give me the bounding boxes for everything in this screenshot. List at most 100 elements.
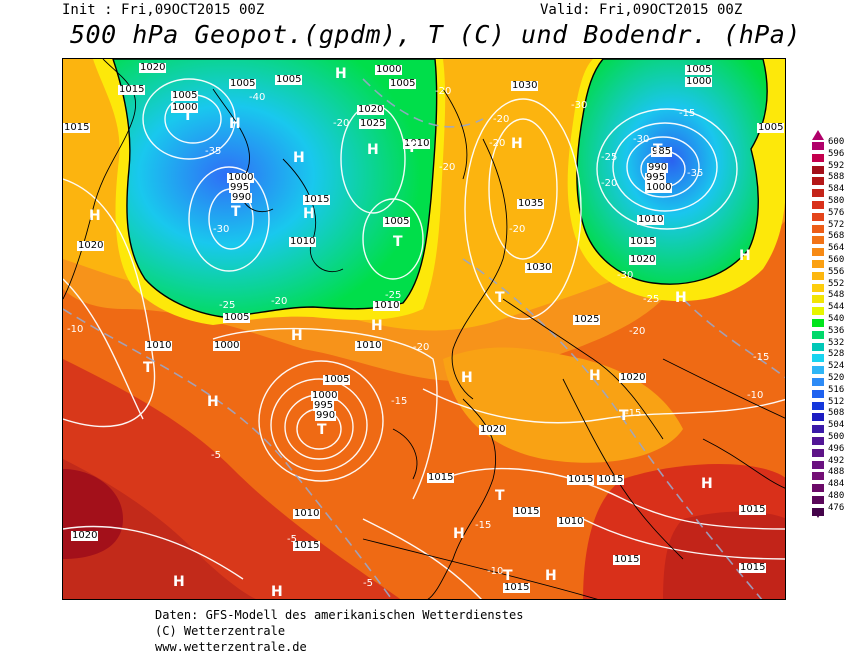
legend-level-label: 556 <box>828 266 845 277</box>
isobar-label: 1015 <box>503 582 531 593</box>
isobar-label: 1005 <box>383 216 411 227</box>
weather-map: 1020 1015 1005 1000 1005 1005 1000 1005 1020 1025… <box>62 58 786 600</box>
low-pressure-marker: T <box>393 234 403 250</box>
legend-swatch <box>812 189 824 198</box>
high-pressure-marker: H <box>173 574 185 590</box>
isotherm-label: -40 <box>249 92 266 103</box>
trough-east <box>576 59 768 285</box>
isotherm-label: -15 <box>625 408 642 419</box>
isobar-label: 1015 <box>118 84 146 95</box>
legend-level-label: 580 <box>828 196 845 206</box>
low-pressure-marker: T <box>495 488 505 504</box>
isobar-label: 995 <box>313 400 335 411</box>
high-pressure-marker: H <box>303 206 315 222</box>
legend-level-label: 492 <box>828 455 845 466</box>
isobar-label: 1015 <box>613 554 641 565</box>
high-pressure-marker: H <box>229 116 241 132</box>
isotherm-label: -35 <box>205 146 222 157</box>
field-south-east-inner <box>663 511 785 599</box>
high-pressure-marker: H <box>371 318 383 334</box>
legend-level-label: 476 <box>828 502 845 513</box>
isobar-label: 1000 <box>171 102 199 113</box>
legend-swatch <box>812 201 824 209</box>
legend-level-label: 524 <box>828 361 845 372</box>
isobar-label: 1010 <box>355 340 383 351</box>
isobar-label: 1015 <box>513 506 541 517</box>
isotherm-label: -5 <box>211 450 221 461</box>
legend-swatch <box>812 283 824 292</box>
isotherm-label: -20 <box>435 86 452 97</box>
isobar-label: 1010 <box>145 340 173 351</box>
isobar-label: 1020 <box>77 240 105 251</box>
high-pressure-marker: H <box>589 368 601 384</box>
isobar-label: 1005 <box>685 64 713 75</box>
isotherm-label: -10 <box>67 324 84 335</box>
isobar-label: 1000 <box>645 182 673 193</box>
legend-swatch <box>812 153 824 162</box>
legend-level-label: 568 <box>828 231 845 242</box>
isobar-label: 1000 <box>227 172 255 183</box>
valid-time: Valid: Fri,09OCT2015 00Z <box>540 2 743 18</box>
isobar-label: 1015 <box>427 472 455 483</box>
legend-swatch <box>812 212 824 221</box>
legend-level-label: 572 <box>828 219 845 230</box>
isotherm-label: -20 <box>333 118 350 129</box>
high-pressure-marker: H <box>291 328 303 344</box>
isotherm-label: -25 <box>219 300 236 311</box>
isobar-label: 1030 <box>525 262 553 273</box>
isotherms <box>63 78 785 599</box>
isobar-label: 1000 <box>685 76 713 87</box>
legend-level-label: 584 <box>828 184 845 195</box>
footer-website[interactable]: www.wetterzentrale.de <box>155 640 307 654</box>
isotherm-label: -25 <box>643 294 660 305</box>
isobar-label: 1020 <box>71 530 99 541</box>
isobar-label: 1010 <box>403 138 431 149</box>
isobar-label: 990 <box>647 162 669 173</box>
legend-level-label: 504 <box>828 420 845 431</box>
high-pressure-marker: H <box>453 526 465 542</box>
isotherm-label: -30 <box>571 100 588 111</box>
legend-swatch <box>812 142 824 150</box>
isobar-label: 1015 <box>63 122 91 133</box>
trough-west <box>112 59 438 318</box>
legend-swatch <box>812 342 824 351</box>
legend-level-label: 536 <box>828 325 845 336</box>
isobar-label: 1005 <box>171 90 199 101</box>
isobar-label: 1020 <box>619 372 647 383</box>
isobar-label: 1005 <box>323 374 351 385</box>
legend-swatch <box>812 248 824 257</box>
legend-swatch <box>812 236 824 245</box>
isobar-label: 1010 <box>637 214 665 225</box>
low-pressure-marker: T <box>619 408 629 424</box>
isotherm-label: -25 <box>601 152 618 163</box>
legend-level-label: 516 <box>828 384 845 395</box>
isobar-label: 995 <box>645 172 667 183</box>
legend-swatch <box>812 177 824 186</box>
isotherm-label: -15 <box>391 396 408 407</box>
low-pressure-marker: T <box>653 142 663 158</box>
legend-swatch <box>812 319 824 327</box>
isotherm-label: -20 <box>271 296 288 307</box>
legend-swatch <box>812 271 824 280</box>
isotherm-label: -20 <box>629 326 646 337</box>
isotherm-label: -15 <box>753 352 770 363</box>
legend-swatch <box>812 472 824 481</box>
isobar-label: 1020 <box>479 424 507 435</box>
isobar-label: 990 <box>315 410 337 421</box>
isotherm-label: -30 <box>633 134 650 145</box>
legend-swatch <box>812 389 824 398</box>
legend-level-label: 480 <box>828 491 845 501</box>
legend-swatch <box>812 224 824 233</box>
legend-level-label: 512 <box>828 396 845 407</box>
low-pressure-marker: T <box>495 290 505 306</box>
isobar-label: 1020 <box>629 254 657 265</box>
legend-swatch <box>812 484 824 493</box>
legend-level-label: 544 <box>828 302 845 313</box>
isotherm-label: -20 <box>509 224 526 235</box>
isobar-label: 1010 <box>289 236 317 247</box>
legend-level-label: 520 <box>828 373 845 383</box>
high-pressure-marker: H <box>701 476 713 492</box>
isobar-label: 1015 <box>629 236 657 247</box>
isotherm-label: -15 <box>679 108 696 119</box>
low-pressure-marker: T <box>183 108 193 124</box>
